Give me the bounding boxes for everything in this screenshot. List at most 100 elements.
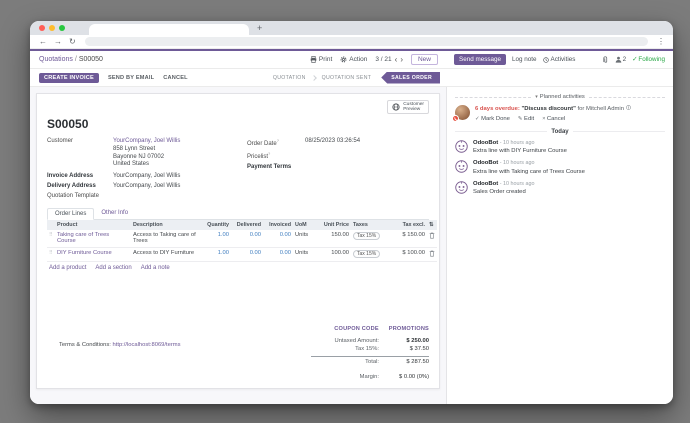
pager-previous-icon[interactable]: ‹	[394, 55, 398, 64]
delivery-address-label: Delivery Address	[47, 182, 96, 189]
order-date-field[interactable]: 08/25/2023 03:26:54	[305, 138, 361, 145]
close-window-button[interactable]	[39, 25, 45, 31]
activities-button[interactable]: Activities	[542, 56, 576, 63]
drag-handle-icon[interactable]: ⠿	[49, 232, 53, 239]
quantity-cell[interactable]: 1.00	[217, 232, 229, 239]
planned-activities-toggle[interactable]: ▾ Planned activities	[535, 94, 585, 100]
url-input[interactable]	[84, 37, 648, 46]
delivered-cell[interactable]: 0.00	[249, 250, 261, 257]
browser-nav-icons: ← → ↻	[39, 36, 76, 46]
unit-price-cell[interactable]: 100.00	[317, 247, 351, 262]
print-button[interactable]: Print	[310, 56, 332, 63]
new-tab-button[interactable]: +	[257, 23, 263, 33]
column-product[interactable]: Product	[55, 219, 131, 230]
message-timestamp: 10 hours ago	[498, 160, 534, 166]
message-body: Sales Order created	[473, 189, 526, 195]
terms-link[interactable]: http://localhost:8069/terms	[112, 342, 181, 348]
address-line-1: 858 Lynn Street	[113, 146, 156, 153]
refresh-icon[interactable]: ↻	[69, 36, 76, 46]
send-message-button[interactable]: Send message	[454, 54, 507, 65]
create-invoice-button[interactable]: CREATE INVOICE	[39, 72, 99, 83]
cancel-activity-button[interactable]: × Cancel	[542, 115, 566, 122]
follower-count: 2	[622, 56, 627, 63]
uom-cell[interactable]: Units	[293, 247, 317, 262]
pager-next-icon[interactable]: ›	[400, 55, 403, 64]
browser-menu-icon[interactable]: ⋮	[657, 37, 665, 46]
invoiced-cell[interactable]: 0.00	[279, 250, 291, 257]
quantity-cell[interactable]: 1.00	[217, 250, 229, 257]
table-row: ⠿ DIY Furniture Course Access to DIY Fur…	[47, 247, 437, 262]
page-title: S00050	[47, 117, 89, 132]
minimize-window-button[interactable]	[49, 25, 55, 31]
zoom-window-button[interactable]	[59, 25, 65, 31]
following-button[interactable]: ✓ Following	[632, 56, 665, 63]
forward-icon[interactable]: →	[54, 36, 62, 46]
pricelist-label: Pricelist?	[247, 151, 271, 161]
back-icon[interactable]: ←	[39, 36, 47, 46]
unit-price-cell[interactable]: 150.00	[317, 229, 351, 248]
info-icon[interactable]	[625, 105, 631, 110]
caret-down-icon: ▾	[535, 94, 538, 100]
payment-terms-label: Payment Terms	[247, 164, 292, 171]
message-author[interactable]: OdooBot	[473, 160, 499, 166]
edit-activity-button[interactable]: ✎ Edit	[517, 115, 535, 122]
trash-icon[interactable]	[429, 250, 435, 257]
pager-counter: 3 / 21	[375, 56, 392, 63]
browser-tab[interactable]	[89, 24, 249, 35]
statusbar-step-quotation[interactable]: QUOTATION	[272, 74, 306, 81]
delivery-address-field[interactable]: YourCompany, Joel Willis	[113, 182, 181, 189]
delivered-cell[interactable]: 0.00	[249, 232, 261, 239]
trash-icon[interactable]	[429, 232, 435, 239]
promotions-button[interactable]: PROMOTIONS	[388, 326, 429, 332]
tab-other-info[interactable]: Other Info	[101, 209, 129, 216]
followers-button[interactable]: 2	[615, 56, 627, 63]
column-unit-price[interactable]: Unit Price	[317, 219, 351, 230]
tax-badge[interactable]: Tax 15%	[353, 250, 381, 259]
invoiced-cell[interactable]: 0.00	[279, 232, 291, 239]
log-note-button[interactable]: Log note	[512, 56, 537, 63]
column-quantity[interactable]: Quantity	[205, 219, 231, 230]
product-link[interactable]: Taking care of Trees Course	[57, 232, 110, 245]
activities-label: Activities	[550, 56, 576, 63]
add-note-link[interactable]: Add a note	[140, 264, 170, 271]
statusbar-step-quotation-sent[interactable]: QUOTATION SENT	[321, 74, 372, 81]
tax-badge[interactable]: Tax 15%	[353, 232, 381, 241]
column-taxes[interactable]: Taxes	[351, 219, 387, 230]
column-delivered[interactable]: Delivered	[231, 219, 263, 230]
message-author[interactable]: OdooBot	[473, 139, 499, 146]
total-value: $ 287.50	[383, 356, 429, 365]
pricelist-field[interactable]	[305, 151, 429, 160]
customer-preview-button[interactable]: Customer Preview	[387, 100, 429, 115]
send-by-email-button[interactable]: SEND BY EMAIL	[107, 74, 155, 81]
mark-done-button[interactable]: ✓ Mark Done	[475, 115, 510, 122]
description-cell[interactable]: Access to DIY Furniture	[131, 247, 205, 262]
add-product-link[interactable]: Add a product	[49, 264, 87, 271]
paperclip-icon[interactable]	[602, 55, 609, 64]
drag-handle-icon[interactable]: ⠿	[49, 250, 53, 257]
uom-cell[interactable]: Units	[293, 229, 317, 248]
address-line-2: Bayonne NJ 07002	[113, 153, 165, 160]
tab-order-lines[interactable]: Order Lines	[47, 207, 95, 220]
check-icon: ✓	[632, 56, 638, 63]
add-section-link[interactable]: Add a section	[95, 264, 132, 271]
coupon-code-button[interactable]: COUPON CODE	[334, 326, 379, 332]
product-link[interactable]: DIY Furniture Course	[57, 250, 112, 257]
invoice-address-field[interactable]: YourCompany, Joel Willis	[113, 172, 181, 179]
quotation-template-field[interactable]	[113, 193, 247, 199]
action-menu-button[interactable]: Action	[340, 56, 367, 63]
message-author[interactable]: OdooBot	[473, 180, 499, 187]
breadcrumb-quotations-link[interactable]: Quotations	[39, 56, 73, 63]
description-cell[interactable]: Access to Taking care of Trees	[131, 229, 205, 248]
column-uom[interactable]: UoM	[293, 219, 317, 230]
toggle-columns-icon[interactable]: ⇅	[427, 219, 437, 230]
column-invoiced[interactable]: Invoiced	[263, 219, 293, 230]
cancel-button[interactable]: CANCEL	[163, 74, 188, 81]
column-description[interactable]: Description	[131, 219, 205, 230]
printer-icon	[310, 56, 317, 63]
payment-terms-field[interactable]	[305, 164, 429, 170]
column-tax-excl[interactable]: Tax excl.	[387, 219, 427, 230]
subtotal-cell: $ 150.00	[387, 229, 427, 248]
customer-link[interactable]: YourCompany, Joel Willis	[113, 138, 181, 145]
new-record-button[interactable]: New	[410, 54, 438, 65]
statusbar-step-sales-order[interactable]: SALES ORDER	[381, 71, 440, 84]
